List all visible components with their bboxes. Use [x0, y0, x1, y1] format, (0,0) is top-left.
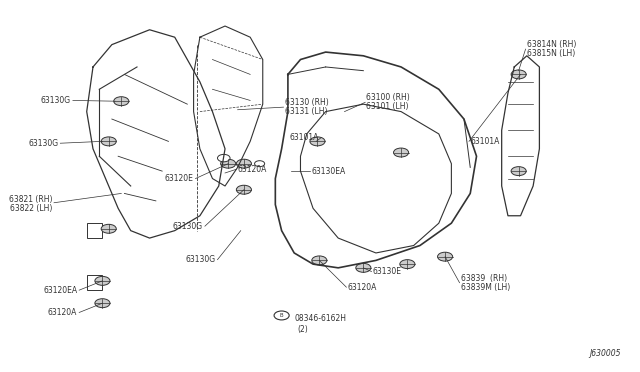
Circle shape	[511, 167, 526, 176]
Circle shape	[236, 159, 252, 168]
Circle shape	[223, 161, 233, 167]
Text: 63120A: 63120A	[237, 165, 267, 174]
Circle shape	[310, 137, 325, 146]
Text: 63130G: 63130G	[186, 255, 216, 264]
Text: 63814N (RH): 63814N (RH)	[527, 40, 576, 49]
Circle shape	[114, 97, 129, 106]
Bar	[86, 275, 102, 290]
Text: 63120EA: 63120EA	[43, 286, 77, 295]
Text: 63120A: 63120A	[348, 283, 377, 292]
Bar	[86, 223, 102, 238]
Circle shape	[95, 276, 110, 285]
Text: 63130G: 63130G	[173, 222, 203, 231]
Text: 63100 (RH): 63100 (RH)	[367, 93, 410, 102]
Text: 63120E: 63120E	[164, 174, 193, 183]
Circle shape	[356, 263, 371, 272]
Text: 63101A: 63101A	[290, 133, 319, 142]
Text: 63120A: 63120A	[48, 308, 77, 317]
Text: B: B	[280, 313, 284, 318]
Circle shape	[221, 159, 236, 168]
Text: 08346-6162H: 08346-6162H	[294, 314, 346, 323]
Text: 63130G: 63130G	[41, 96, 71, 105]
Text: 63101 (LH): 63101 (LH)	[367, 102, 409, 111]
Circle shape	[239, 161, 249, 167]
Text: 63815N (LH): 63815N (LH)	[527, 49, 575, 58]
Text: 63822 (LH): 63822 (LH)	[10, 204, 52, 213]
Text: 63130G: 63130G	[28, 139, 58, 148]
Circle shape	[236, 185, 252, 194]
Text: 63130 (RH): 63130 (RH)	[285, 98, 328, 107]
Text: 63839  (RH): 63839 (RH)	[461, 274, 507, 283]
Circle shape	[438, 252, 452, 261]
Circle shape	[218, 154, 230, 162]
Circle shape	[101, 137, 116, 146]
Circle shape	[400, 260, 415, 269]
Text: (2): (2)	[298, 325, 308, 334]
Circle shape	[95, 299, 110, 308]
Circle shape	[255, 161, 265, 167]
Text: 63821 (RH): 63821 (RH)	[8, 195, 52, 203]
Circle shape	[394, 148, 408, 157]
Text: 63101A: 63101A	[470, 137, 500, 146]
Text: 63839M (LH): 63839M (LH)	[461, 283, 510, 292]
Text: 63131 (LH): 63131 (LH)	[285, 107, 327, 116]
Circle shape	[274, 311, 289, 320]
Circle shape	[312, 256, 327, 265]
Text: 63130E: 63130E	[372, 267, 402, 276]
Circle shape	[101, 224, 116, 233]
Text: 63130EA: 63130EA	[311, 167, 346, 176]
Circle shape	[511, 70, 526, 79]
Text: J630005: J630005	[589, 349, 621, 358]
